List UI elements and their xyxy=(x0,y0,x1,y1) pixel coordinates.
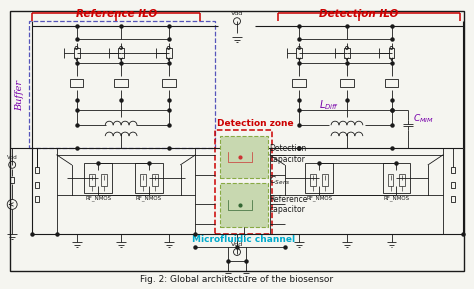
Text: Reference ILO: Reference ILO xyxy=(75,9,157,19)
Bar xyxy=(344,48,350,58)
Text: $C_{Sens}$: $C_{Sens}$ xyxy=(269,174,291,187)
Bar xyxy=(451,197,455,202)
Bar xyxy=(114,79,128,87)
Bar xyxy=(388,174,393,186)
Bar xyxy=(118,48,124,58)
Text: RF_NMOS: RF_NMOS xyxy=(85,195,111,201)
Bar xyxy=(220,183,268,227)
Bar xyxy=(383,163,410,192)
Bar xyxy=(35,197,39,202)
Text: Vdd: Vdd xyxy=(231,11,243,16)
Text: Vdd: Vdd xyxy=(231,242,243,247)
Text: Detection ILO: Detection ILO xyxy=(319,9,399,19)
Bar xyxy=(10,177,14,183)
Bar xyxy=(70,79,83,87)
Bar xyxy=(296,48,302,58)
Text: Buffer: Buffer xyxy=(16,80,25,111)
Bar xyxy=(29,21,215,148)
Text: $C_{MIM}$: $C_{MIM}$ xyxy=(413,112,434,125)
Bar xyxy=(215,130,272,234)
Bar xyxy=(389,48,394,58)
Bar xyxy=(162,79,175,87)
Bar xyxy=(140,174,146,186)
Text: RF_NMOS: RF_NMOS xyxy=(383,195,410,201)
Bar xyxy=(135,163,163,192)
Text: Detection
capacitor: Detection capacitor xyxy=(270,144,307,164)
Text: Detection zone: Detection zone xyxy=(217,119,294,128)
Text: Reference
capacitor: Reference capacitor xyxy=(270,195,308,214)
Text: Vdd: Vdd xyxy=(7,155,18,160)
Bar xyxy=(451,182,455,188)
Bar xyxy=(101,174,107,186)
Text: RF_NMOS: RF_NMOS xyxy=(136,195,162,201)
Bar xyxy=(220,136,268,178)
Bar xyxy=(340,79,354,87)
Text: $L_{Diff}$: $L_{Diff}$ xyxy=(319,99,339,112)
Bar xyxy=(305,163,333,192)
Bar xyxy=(384,79,399,87)
Bar xyxy=(166,48,172,58)
Bar xyxy=(451,167,455,173)
Text: RF_NMOS: RF_NMOS xyxy=(306,195,332,201)
Bar xyxy=(84,163,112,192)
Text: Fig. 2: Global architecture of the biosensor: Fig. 2: Global architecture of the biose… xyxy=(140,275,334,284)
Bar xyxy=(35,167,39,173)
Bar xyxy=(73,48,80,58)
Bar xyxy=(90,174,95,186)
Text: Microfluidic channel: Microfluidic channel xyxy=(192,235,295,244)
Bar xyxy=(400,174,405,186)
Bar xyxy=(292,79,306,87)
Bar xyxy=(310,174,316,186)
Bar xyxy=(322,174,328,186)
Bar xyxy=(35,182,39,188)
Bar xyxy=(152,174,158,186)
